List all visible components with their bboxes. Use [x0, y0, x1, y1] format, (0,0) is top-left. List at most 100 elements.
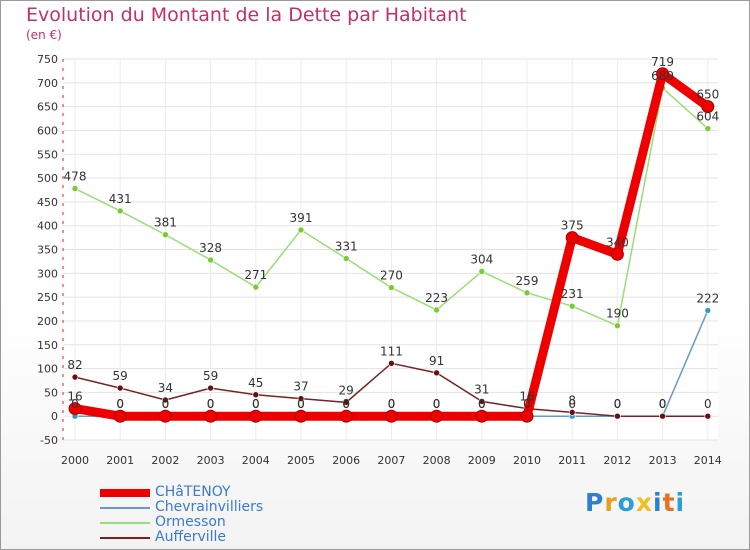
chart-title: Evolution du Montant de la Dette par Hab… — [26, 4, 467, 26]
data-label: 689 — [651, 69, 674, 83]
y-tick-label: -50 — [40, 434, 58, 447]
x-tick-label: 2004 — [242, 454, 270, 467]
data-label: 0 — [523, 397, 531, 411]
legend-label-aufferville: Aufferville — [155, 529, 227, 545]
legend-item-chatenoy: CHâTENOY — [100, 484, 350, 500]
data-label: 223 — [425, 291, 448, 305]
legend-item-chevrainvilliers: Chevrainvilliers — [100, 499, 350, 515]
data-point — [614, 412, 621, 420]
data-point — [478, 268, 486, 275]
data-label: 0 — [388, 397, 396, 411]
data-point — [252, 283, 260, 291]
data-point — [162, 231, 169, 239]
data-point — [204, 409, 218, 423]
logo-letter: i — [653, 488, 663, 517]
data-label: 190 — [606, 307, 629, 321]
data-label: 0 — [433, 397, 441, 411]
data-point — [704, 412, 712, 420]
legend-swatch-chevrainvilliers — [100, 507, 150, 509]
data-point — [659, 412, 666, 420]
x-tick-label: 2002 — [151, 454, 179, 467]
data-point — [158, 409, 172, 423]
data-label: 431 — [109, 192, 132, 206]
data-label: 0 — [478, 397, 486, 411]
data-label: 0 — [659, 397, 667, 411]
data-point — [568, 302, 576, 310]
data-label: 16 — [67, 390, 82, 404]
legend: CHâTENOY Chevrainvilliers Ormesson Auffe… — [100, 484, 350, 545]
data-label: 259 — [516, 274, 539, 288]
legend-swatch-aufferville — [100, 537, 150, 539]
y-tick-label: 50 — [44, 386, 58, 399]
data-label: 331 — [335, 240, 358, 254]
y-tick-label: 300 — [37, 267, 58, 280]
logo-letter: i — [675, 488, 686, 517]
x-tick-label: 2007 — [377, 454, 405, 467]
x-tick-label: 2010 — [513, 454, 541, 467]
x-tick-label: 2013 — [649, 454, 677, 467]
data-point — [116, 384, 124, 392]
data-label: 0 — [388, 397, 396, 411]
data-point — [249, 409, 263, 423]
data-label: 271 — [244, 268, 267, 282]
proxiti-logo: Proxiti — [585, 488, 685, 517]
data-label: 328 — [199, 241, 222, 255]
data-label: 0 — [297, 397, 305, 411]
data-point — [388, 284, 395, 291]
logo-letter: P — [585, 488, 605, 517]
x-tick-label: 2011 — [558, 454, 586, 467]
data-label: 45 — [248, 376, 263, 390]
data-point — [656, 67, 670, 81]
logo-letter: t — [662, 488, 676, 517]
data-label: 59 — [203, 369, 218, 383]
chart-subtitle: (en €) — [26, 28, 62, 42]
data-label: 222 — [696, 291, 719, 305]
legend-label-chevrainvilliers: Chevrainvilliers — [155, 499, 264, 515]
data-label: 304 — [470, 252, 493, 266]
data-label: 0 — [297, 397, 305, 411]
data-label: 0 — [704, 397, 712, 411]
data-label: 0 — [614, 397, 622, 411]
logo-letter: r — [604, 488, 618, 517]
data-point — [433, 369, 440, 377]
y-tick-label: 500 — [37, 172, 58, 185]
x-tick-label: 2000 — [61, 454, 89, 467]
x-tick-label: 2009 — [468, 454, 496, 467]
data-point — [433, 306, 440, 314]
data-label: 29 — [339, 383, 354, 397]
data-label: 604 — [696, 110, 719, 124]
data-label: 0 — [116, 397, 124, 411]
y-tick-label: 600 — [37, 124, 58, 137]
data-point — [610, 247, 624, 261]
data-label: 0 — [433, 397, 441, 411]
data-label: 0 — [252, 397, 260, 411]
data-label: 0 — [614, 397, 622, 411]
y-tick-label: 200 — [37, 315, 58, 328]
y-tick-label: 150 — [37, 339, 58, 352]
data-label: 231 — [561, 287, 584, 301]
data-label: 0 — [568, 397, 576, 411]
data-point — [565, 231, 579, 245]
x-tick-label: 2005 — [287, 454, 315, 467]
y-tick-label: 250 — [37, 291, 58, 304]
data-point — [704, 307, 712, 314]
data-point — [113, 409, 127, 423]
legend-swatch-ormesson — [100, 522, 150, 524]
data-label: 478 — [64, 170, 87, 184]
data-point — [388, 360, 395, 367]
data-label: 37 — [293, 380, 308, 394]
data-label: 381 — [154, 216, 177, 230]
x-tick-label: 2014 — [694, 454, 722, 467]
data-point — [520, 409, 534, 423]
data-point — [68, 402, 82, 416]
data-point — [71, 185, 79, 192]
data-point — [116, 207, 124, 215]
x-tick-label: 2001 — [106, 454, 134, 467]
data-label: 0 — [116, 397, 124, 411]
data-point — [339, 409, 353, 423]
y-tick-label: 100 — [37, 363, 58, 376]
data-label: 0 — [71, 397, 79, 411]
data-point — [71, 373, 79, 381]
data-label: 31 — [474, 382, 489, 396]
